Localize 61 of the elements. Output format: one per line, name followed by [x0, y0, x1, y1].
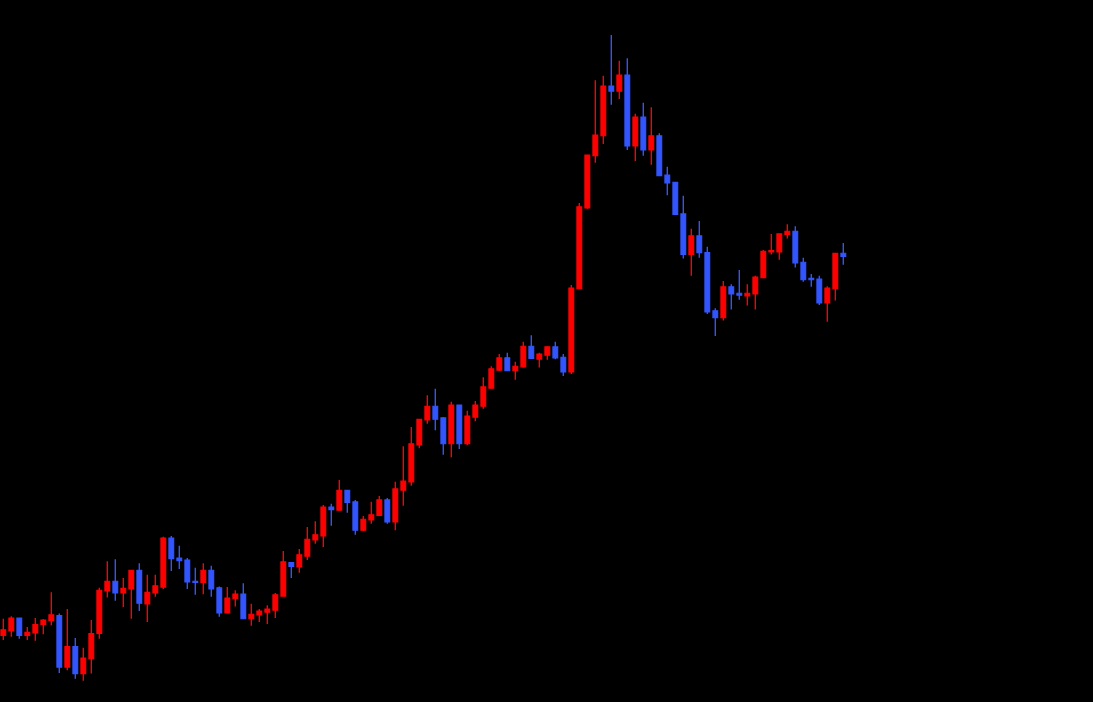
- candlestick: [120, 577, 127, 608]
- candlestick: [768, 233, 775, 256]
- candlestick: [152, 574, 159, 598]
- candlestick: [80, 647, 87, 682]
- candlestick: [560, 353, 567, 377]
- candlestick: [512, 361, 519, 381]
- candlestick: [472, 400, 479, 422]
- candlestick: [744, 283, 751, 307]
- candlestick: [424, 394, 431, 425]
- candlestick: [840, 242, 847, 266]
- candlestick: [168, 535, 175, 572]
- candlestick: [296, 548, 303, 574]
- candlestick: [648, 106, 655, 166]
- candlestick: [384, 497, 391, 525]
- candlestick: [520, 341, 527, 369]
- candlestick: [328, 503, 335, 527]
- candlestick: [824, 285, 831, 323]
- candlestick: [344, 489, 351, 514]
- candlestick: [248, 603, 255, 627]
- candlestick: [696, 220, 703, 259]
- candlestick: [800, 257, 807, 283]
- candlestick: [728, 283, 735, 311]
- candlestick: [752, 275, 759, 311]
- candlestick: [376, 495, 383, 517]
- candlestick: [64, 608, 71, 672]
- candlestick: [264, 604, 271, 625]
- candlestick: [104, 560, 111, 599]
- candlestick: [200, 562, 207, 595]
- candlestick: [176, 545, 183, 570]
- candlestick: [112, 558, 119, 602]
- candlestick: [504, 351, 511, 372]
- candlestick: [736, 269, 743, 301]
- candlestick: [272, 592, 279, 619]
- candlestick: [432, 388, 439, 431]
- candlestick: [608, 34, 615, 106]
- candlestick: [488, 365, 495, 389]
- candlestick: [400, 445, 407, 507]
- candlestick: [528, 334, 535, 360]
- candlestick: [816, 275, 823, 306]
- candlestick: [480, 376, 487, 410]
- candlestick: [144, 574, 151, 623]
- candlestick: [48, 591, 55, 626]
- candlestick: [776, 233, 783, 261]
- candlestick: [32, 617, 39, 642]
- candlestick: [712, 307, 719, 337]
- candlestick: [128, 569, 135, 620]
- candlestick: [208, 565, 215, 598]
- candlestick: [664, 166, 671, 196]
- candlestick: [0, 618, 7, 641]
- candlestick: [16, 617, 23, 640]
- candlestick: [192, 567, 199, 596]
- candlestick: [336, 479, 343, 511]
- candlestick: [312, 520, 319, 545]
- candlestick: [688, 228, 695, 277]
- candlestick: [592, 79, 599, 164]
- candlestick: [224, 586, 231, 614]
- candlestick: [616, 60, 623, 100]
- candlestick: [304, 526, 311, 561]
- candlestick: [184, 557, 191, 590]
- candlestick: [8, 615, 15, 638]
- candlestick: [368, 501, 375, 525]
